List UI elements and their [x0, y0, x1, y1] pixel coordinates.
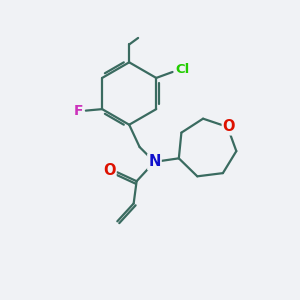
Text: F: F — [74, 103, 83, 118]
Text: N: N — [148, 154, 160, 169]
Text: Cl: Cl — [175, 63, 189, 76]
Text: O: O — [223, 119, 235, 134]
Text: O: O — [103, 163, 116, 178]
